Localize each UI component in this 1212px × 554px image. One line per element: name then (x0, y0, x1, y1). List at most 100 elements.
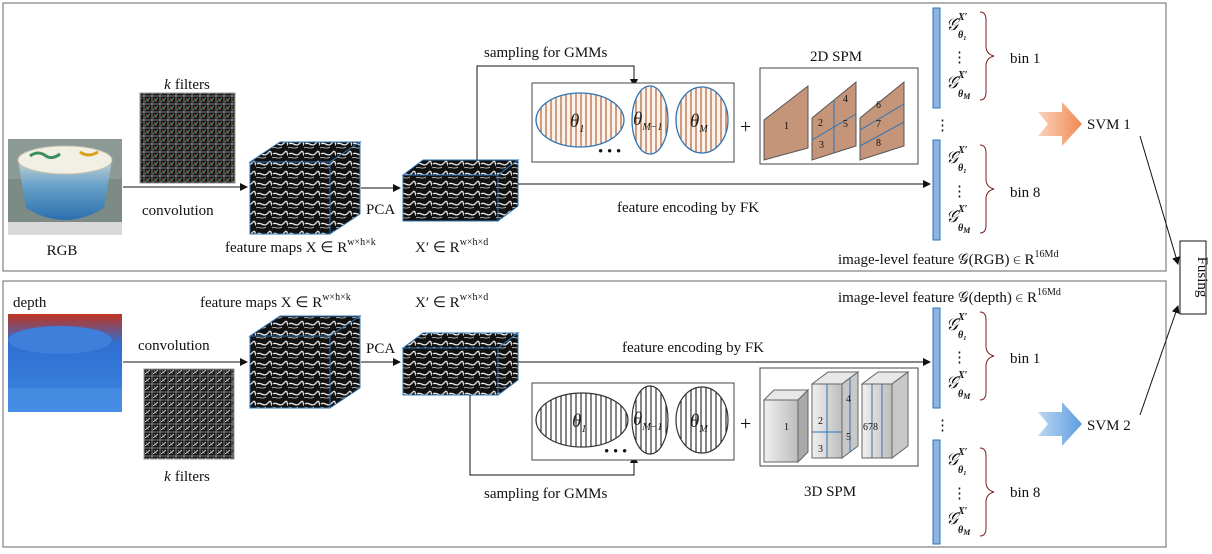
top-reduced-label: X′ ∈ Rw×h×d (415, 237, 488, 256)
bottom-gmm-dots: • • • (604, 444, 627, 460)
bottom-spm-level2: 2 3 4 5 (810, 371, 860, 459)
svg-text:X′: X′ (957, 506, 968, 517)
svg-text:𝒢: 𝒢 (946, 148, 961, 167)
depth-image (8, 314, 122, 412)
bottom-thetam1: θM−1 (633, 409, 662, 433)
top-theta1: θ1 (570, 111, 584, 135)
top-spm-level2: 2 3 4 5 (811, 80, 857, 161)
fusing-label: Fusing (1194, 257, 1210, 298)
bottom-theta1: θ1 (572, 411, 586, 435)
bottom-feature-maps-label: feature maps X ∈ Rw×h×k (200, 292, 351, 311)
depth-label: depth (13, 295, 47, 311)
top-thetam1: θM−1 (633, 109, 662, 133)
bottom-vector-bin1 (932, 307, 941, 409)
svg-text:θ₁: θ₁ (958, 330, 967, 341)
svg-text:𝒢: 𝒢 (946, 373, 961, 392)
top-image-feature-label: image-level feature 𝒢(RGB) ∈ R16Md (838, 249, 1058, 268)
svg-text:X′: X′ (957, 312, 968, 323)
bottom-bin1-label: bin 1 (1010, 351, 1040, 367)
top-gmm-thetam1 (631, 85, 669, 155)
bottom-gmm-theta1 (535, 392, 629, 448)
bottom-sampling-arrow (469, 395, 638, 476)
fusing-box (1179, 240, 1207, 315)
bottom-spm-level3: 678 (860, 371, 910, 459)
svg-text:⋮: ⋮ (952, 50, 967, 66)
bottom-filter-bank (143, 368, 235, 460)
top-vector-bin1 (932, 7, 941, 109)
fuse-arrow-top (1139, 135, 1180, 265)
bottom-spm-title: 3D SPM (804, 484, 856, 500)
top-feature-maps-cube (248, 141, 362, 235)
svg-text:X′: X′ (957, 70, 968, 81)
svg-text:θ₁: θ₁ (958, 465, 967, 476)
bottom-bin8-label: bin 8 (1010, 485, 1040, 501)
bottom-gmm-thetam (675, 386, 729, 454)
svm1-label: SVM 1 (1087, 117, 1131, 133)
svg-text:𝒢: 𝒢 (946, 15, 961, 34)
bottom-vdots: ⋮ (935, 418, 950, 434)
svg-text:𝒢: 𝒢 (946, 315, 961, 334)
top-feature-maps-label: feature maps X ∈ Rw×h×k (225, 237, 376, 256)
svg-text:8: 8 (876, 138, 881, 149)
top-gmm-theta1 (535, 92, 625, 148)
svg-text:𝒢: 𝒢 (946, 509, 961, 528)
svg-text:𝒢: 𝒢 (946, 73, 961, 92)
top-plus: + (740, 116, 751, 138)
bottom-thetam: θM (690, 411, 708, 435)
bottom-convolution-label: convolution (138, 338, 210, 354)
top-convolution-label: convolution (142, 203, 214, 219)
bottom-image-feature-label: image-level feature 𝒢(depth) ∈ R16Md (838, 287, 1061, 306)
top-spm-level1: 1 (763, 84, 809, 161)
svg-text:X′: X′ (957, 145, 968, 156)
top-vdots: ⋮ (935, 118, 950, 134)
rgb-image (8, 139, 122, 235)
bottom-vector-bin8 (932, 439, 941, 545)
svm2-label: SVM 2 (1087, 418, 1131, 434)
svg-text:4: 4 (843, 94, 848, 105)
top-filter-bank (139, 92, 236, 184)
top-sampling-arrow (476, 65, 638, 160)
top-gmm-symbols-bin1: 𝒢 X′ θ₁ ⋮ 𝒢 X′ θM (946, 12, 971, 101)
svg-text:1: 1 (784, 121, 789, 132)
bottom-gmm-symbols-bin1: 𝒢 X′ θ₁ ⋮ 𝒢 X′ θM (946, 312, 971, 401)
top-gmm-symbols-bin8: 𝒢 X′ θ₁ ⋮ 𝒢 X′ θM (946, 145, 971, 235)
fuse-arrow-bottom (1139, 305, 1180, 416)
bottom-bracket-bin8 (979, 447, 995, 537)
svg-text:3: 3 (818, 444, 823, 455)
top-thetam: θM (690, 111, 708, 135)
svg-text:5: 5 (843, 119, 848, 130)
top-sampling-label: sampling for GMMs (484, 45, 607, 61)
bottom-feature-maps-cube (248, 315, 362, 409)
bottom-encoding-label: feature encoding by FK (622, 340, 764, 356)
svg-text:θM: θM (958, 89, 971, 101)
svg-text:X′: X′ (957, 12, 968, 23)
bottom-spm-level1: 1 (762, 388, 810, 464)
svg-text:θ₁: θ₁ (958, 163, 967, 174)
bottom-gmm-symbols-bin8: 𝒢 X′ θ₁ ⋮ 𝒢 X′ θM (946, 447, 971, 537)
top-encoding-label: feature encoding by FK (617, 200, 759, 216)
top-spm-level3: 6 7 8 (859, 80, 905, 161)
top-spm-title: 2D SPM (810, 49, 862, 65)
bottom-sampling-label: sampling for GMMs (484, 486, 607, 502)
depth-panel (2, 280, 1167, 548)
bottom-gmm-thetam1 (631, 385, 669, 455)
svg-text:2: 2 (818, 416, 823, 427)
top-pca-cube (401, 159, 520, 222)
top-gmm-thetam (675, 86, 729, 154)
rgb-panel (2, 2, 1167, 272)
svg-text:3: 3 (819, 140, 824, 151)
bottom-filters-label: k filters (164, 469, 210, 485)
svg-text:X′: X′ (957, 204, 968, 215)
svg-text:678: 678 (863, 422, 878, 433)
svg-text:5: 5 (846, 432, 851, 443)
svm1-arrow (1038, 102, 1082, 146)
svg-text:6: 6 (876, 100, 881, 111)
top-bracket-bin1 (979, 11, 995, 101)
svm2-arrow (1038, 402, 1082, 446)
top-bracket-bin8 (979, 144, 995, 234)
svg-text:θM: θM (958, 525, 971, 537)
top-bin1-label: bin 1 (1010, 51, 1040, 67)
svg-text:4: 4 (846, 394, 851, 405)
bottom-reduced-label: X′ ∈ Rw×h×d (415, 292, 488, 311)
top-vector-bin8 (932, 139, 941, 241)
